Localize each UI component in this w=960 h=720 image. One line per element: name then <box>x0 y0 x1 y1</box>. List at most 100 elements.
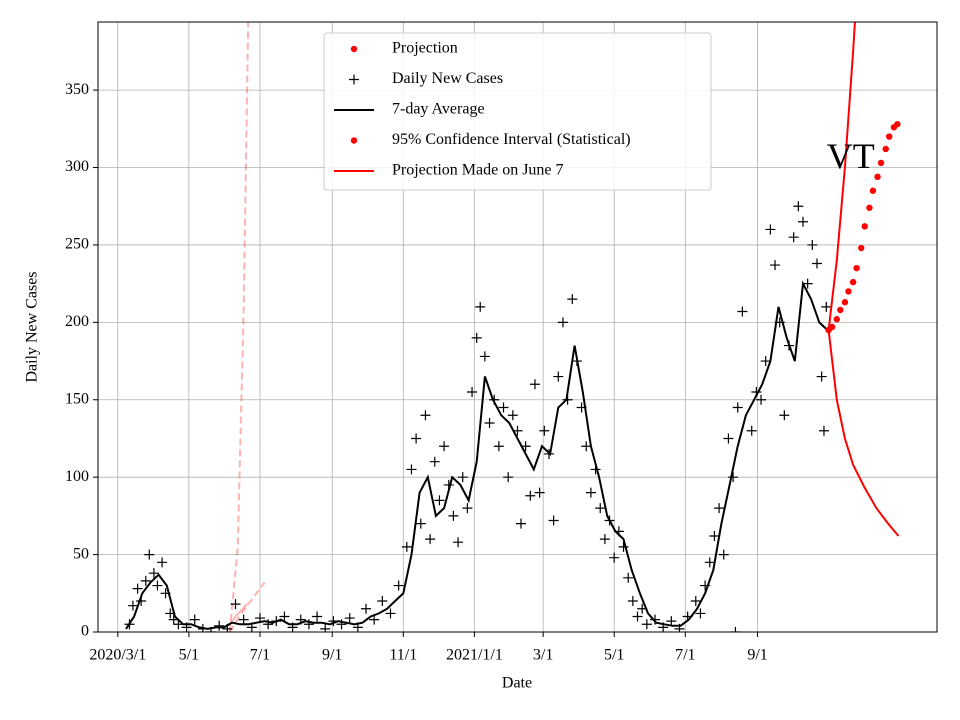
daily-case-marker <box>666 616 677 627</box>
legend-marker <box>350 45 358 53</box>
daily-case-marker <box>434 495 445 506</box>
daily-case-marker <box>507 410 518 421</box>
june7-lower-line <box>228 581 266 632</box>
daily-case-marker <box>132 583 143 594</box>
daily-case-marker <box>623 572 634 583</box>
y-tick-label: 100 <box>65 468 89 485</box>
daily-case-marker <box>471 332 482 343</box>
daily-case-marker <box>425 534 436 545</box>
average-line <box>125 280 829 630</box>
daily-case-marker <box>493 441 504 452</box>
daily-case-marker <box>695 608 706 619</box>
daily-case-marker <box>140 575 151 586</box>
daily-case-marker <box>462 503 473 514</box>
y-tick-label: 350 <box>65 81 89 98</box>
daily-case-marker <box>457 472 468 483</box>
projection-dot <box>866 204 873 211</box>
daily-case-marker <box>811 258 822 269</box>
daily-case-marker <box>320 623 331 632</box>
x-tick-label: 11/1 <box>389 647 417 664</box>
daily-case-marker <box>632 611 643 622</box>
projection-dot <box>877 159 885 167</box>
daily-case-marker <box>737 306 748 317</box>
x-tick-label: 5/1 <box>179 647 199 664</box>
daily-case-marker <box>515 518 526 529</box>
daily-case-marker <box>385 608 396 619</box>
daily-case-marker <box>498 402 509 413</box>
daily-case-marker <box>770 260 781 271</box>
legend-box <box>323 32 712 191</box>
legend-label: 95% Confidence Interval (Statistical) <box>392 131 631 148</box>
x-axis-label: Date <box>502 675 532 692</box>
daily-case-marker <box>618 541 629 552</box>
daily-case-marker <box>807 239 818 250</box>
daily-case-marker <box>728 472 739 483</box>
daily-case-marker <box>818 425 829 436</box>
ci-lower-line <box>827 329 900 537</box>
daily-case-marker <box>448 510 459 521</box>
y-tick-label: 200 <box>65 313 89 330</box>
legend-label: Projection <box>392 40 458 57</box>
daily-case-marker <box>144 549 155 560</box>
daily-case-marker <box>484 417 495 428</box>
daily-case-marker <box>401 541 412 552</box>
legend-marker <box>349 74 359 85</box>
projection-dot <box>845 288 852 295</box>
y-tick-label: 250 <box>65 236 89 253</box>
daily-case-marker <box>230 599 241 610</box>
x-tick-label: 3/1 <box>533 647 553 664</box>
daily-case-marker <box>779 410 790 421</box>
daily-case-marker <box>148 568 159 579</box>
daily-case-marker <box>429 456 440 467</box>
daily-case-marker <box>238 614 249 625</box>
daily-case-marker <box>548 515 559 526</box>
daily-case-marker <box>406 464 417 475</box>
daily-case-marker <box>411 433 422 444</box>
daily-case-marker <box>453 537 464 548</box>
daily-case-marker <box>802 278 813 289</box>
daily-case-marker <box>821 301 832 312</box>
daily-case-marker <box>393 580 404 591</box>
y-tick-label: 0 <box>81 623 89 640</box>
daily-case-marker <box>157 557 168 568</box>
daily-case-marker <box>152 580 163 591</box>
daily-case-marker <box>214 620 225 631</box>
daily-case-marker <box>475 301 486 312</box>
daily-case-marker <box>439 441 450 452</box>
daily-case-marker <box>788 232 799 243</box>
daily-case-marker <box>127 600 138 611</box>
projection-dot <box>882 145 889 153</box>
axes: 0 50 100 150 200 250 300 350 2020/3/1 5/1 7/1 9/1 11… <box>65 81 768 664</box>
daily-case-marker <box>189 614 200 625</box>
daily-case-marker <box>581 441 592 452</box>
ci-upper-line <box>827 22 856 331</box>
projection-dot <box>886 133 893 140</box>
daily-case-marker <box>557 317 568 328</box>
projection-dot <box>849 278 857 286</box>
grid <box>98 22 937 633</box>
legend-label: Projection Made on June 7 <box>392 162 564 179</box>
daily-case-marker <box>595 503 606 514</box>
projection-dot <box>833 316 840 323</box>
x-tick-label: 9/1 <box>322 647 342 664</box>
projection-dot <box>869 187 877 194</box>
daily-case-marker <box>503 472 514 483</box>
x-tick-label: 7/1 <box>250 647 270 664</box>
daily-case-marker <box>361 603 372 614</box>
legend-label: Daily New Cases <box>392 70 503 87</box>
daily-case-marker <box>467 387 478 398</box>
daily-case-marker <box>479 351 490 362</box>
daily-case-marker <box>627 596 638 607</box>
daily-case-marker <box>714 503 725 514</box>
legend-label: 7-day Average <box>392 101 485 118</box>
projection-dot <box>837 306 844 314</box>
daily-case-marker <box>567 294 578 305</box>
daily-case-marker <box>709 531 720 542</box>
plot-area <box>124 22 901 632</box>
x-tick-label: 2021/1/1 <box>446 647 503 664</box>
projection-dot <box>841 299 849 306</box>
daily-case-marker <box>415 518 426 529</box>
daily-case-marker <box>690 596 701 607</box>
y-axis-label: Daily New Cases <box>24 271 41 382</box>
x-tick-label: 5/1 <box>604 647 624 664</box>
